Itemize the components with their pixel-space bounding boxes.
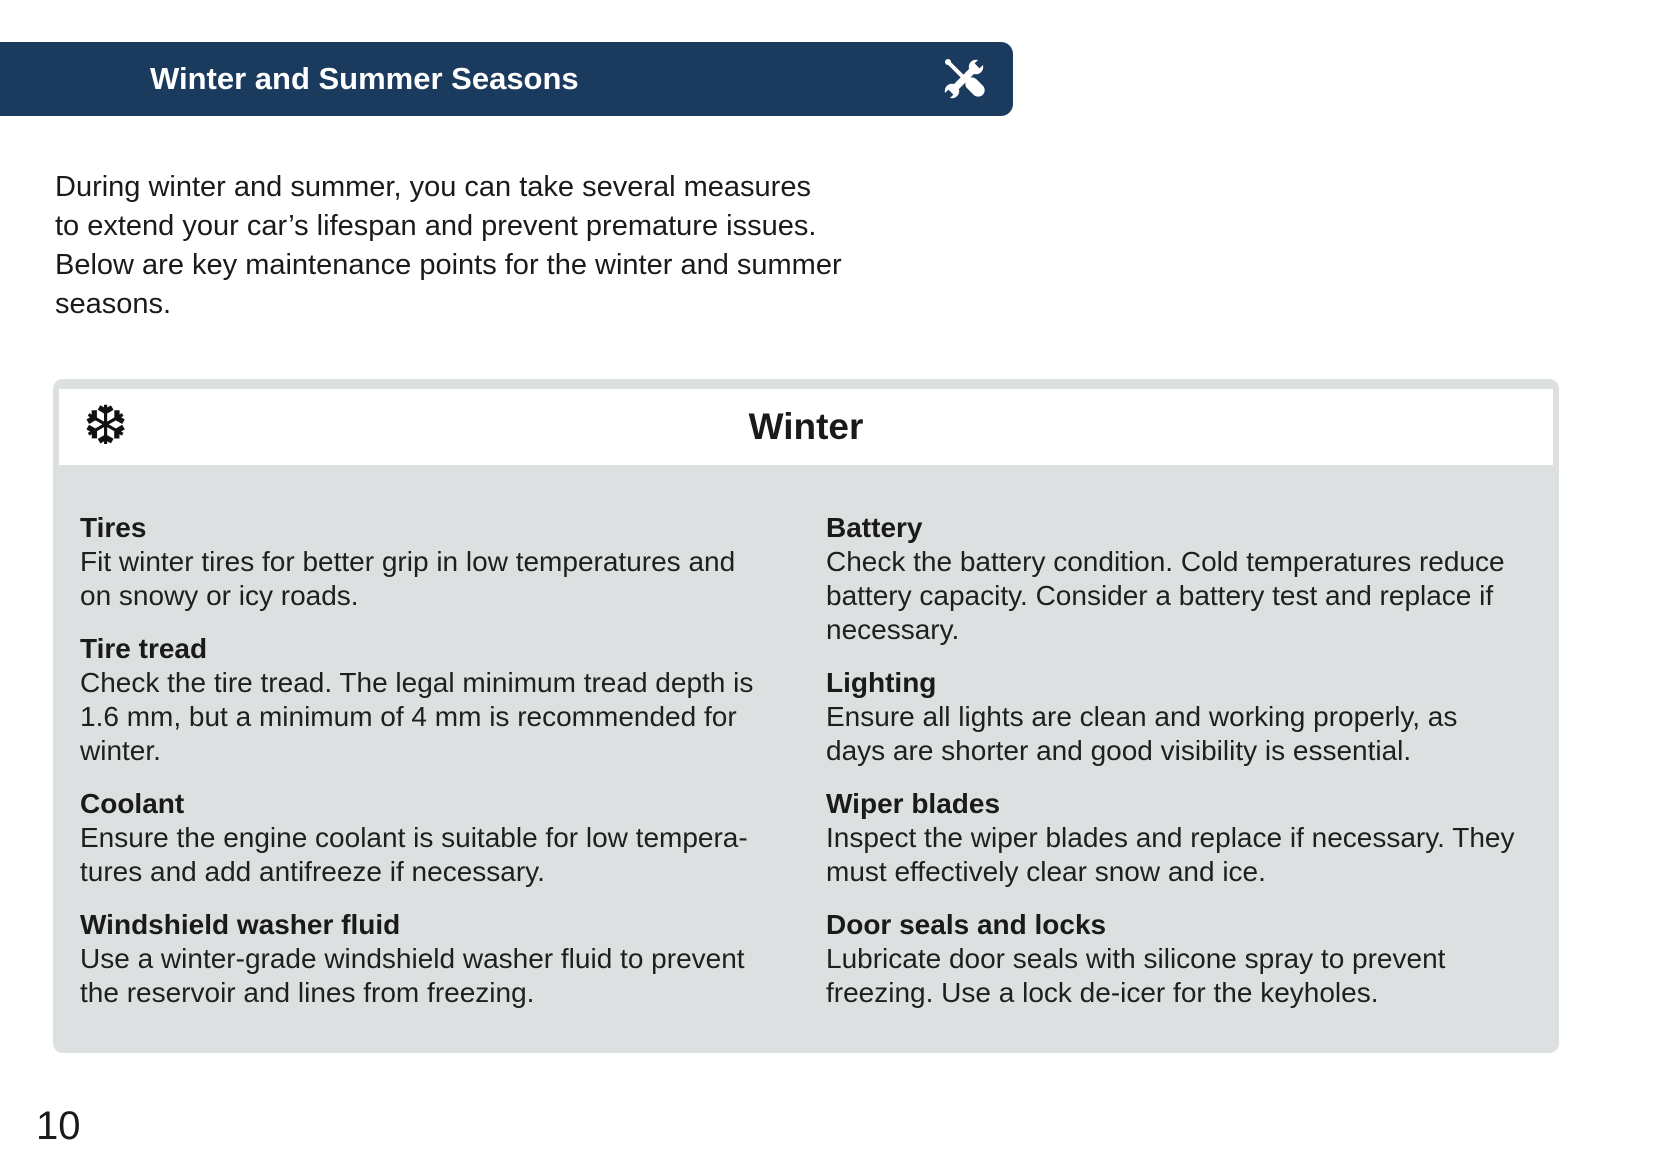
maintenance-item-tire-tread: Tire tread Check the tire tread. The leg… bbox=[80, 632, 780, 768]
winter-card-header: ❆ Winter bbox=[59, 389, 1553, 465]
item-title: Lighting bbox=[826, 667, 937, 698]
maintenance-item-lighting: Lighting Ensure all lights are clean and… bbox=[826, 666, 1551, 768]
chapter-header-bar: Winter and Summer Seasons bbox=[0, 42, 1013, 116]
item-text: Inspect the wiper blades and replace if … bbox=[826, 822, 1515, 887]
snowflake-icon: ❆ bbox=[83, 393, 129, 457]
page-number: 10 bbox=[36, 1104, 81, 1148]
screwdriver-wrench-icon bbox=[940, 55, 988, 103]
maintenance-item-wiper-blades: Wiper blades Inspect the wiper blades an… bbox=[826, 787, 1551, 889]
item-text: Lubricate door seals with silicone spray… bbox=[826, 943, 1446, 1008]
item-title: Coolant bbox=[80, 788, 185, 819]
item-text: Fit winter tires for better grip in low … bbox=[80, 546, 736, 611]
item-title: Battery bbox=[826, 512, 923, 543]
maintenance-item-tires: Tires Fit winter tires for better grip i… bbox=[80, 511, 780, 613]
item-title: Wiper blades bbox=[826, 788, 1001, 819]
winter-section-card: ❆ Winter Tires Fit winter tires for bett… bbox=[53, 379, 1559, 1053]
item-text: Check the tire tread. The legal minimum … bbox=[80, 667, 754, 766]
item-text: Ensure the engine coolant is suitable fo… bbox=[80, 822, 748, 887]
maintenance-item-battery: Battery Check the battery condition. Col… bbox=[826, 511, 1551, 647]
item-text: Ensure all lights are clean and working … bbox=[826, 701, 1458, 766]
chapter-title: Winter and Summer Seasons bbox=[150, 61, 579, 96]
item-title: Windshield washer fluid bbox=[80, 909, 401, 940]
maintenance-item-door-seals: Door seals and locks Lubricate door seal… bbox=[826, 908, 1551, 1010]
item-title: Tire tread bbox=[80, 633, 208, 664]
maintenance-item-coolant: Coolant Ensure the engine coolant is sui… bbox=[80, 787, 780, 889]
winter-left-column: Tires Fit winter tires for better grip i… bbox=[80, 511, 780, 1029]
item-title: Door seals and locks bbox=[826, 909, 1107, 940]
item-title: Tires bbox=[80, 512, 147, 543]
item-text: Use a winter-grade windshield washer flu… bbox=[80, 943, 745, 1008]
winter-card-title: Winter bbox=[748, 406, 864, 447]
item-text: Check the battery condition. Cold temper… bbox=[826, 546, 1505, 645]
maintenance-item-washer-fluid: Windshield washer fluid Use a winter-gra… bbox=[80, 908, 780, 1010]
winter-right-column: Battery Check the battery condition. Col… bbox=[826, 511, 1551, 1029]
intro-paragraph: During winter and summer, you can take s… bbox=[55, 171, 842, 320]
